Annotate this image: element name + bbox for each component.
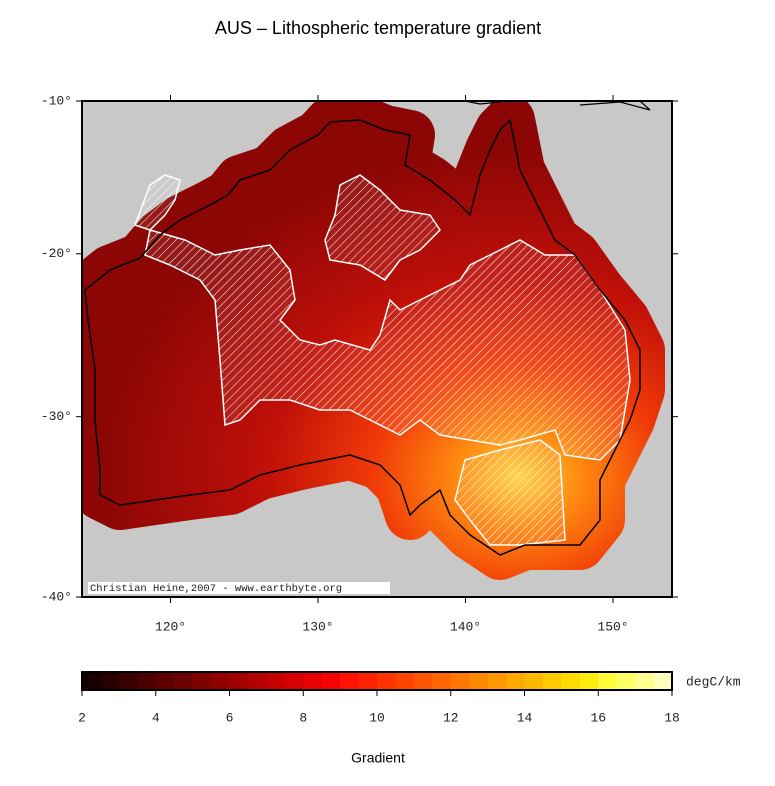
colorbar-swatch bbox=[266, 672, 286, 690]
lon-tick-label: 140° bbox=[450, 619, 481, 634]
credit: Christian Heine,2007 - www.earthbyte.org bbox=[90, 583, 342, 595]
colorbar-swatch bbox=[653, 672, 673, 690]
colorbar-tick-label: 4 bbox=[152, 710, 160, 725]
colorbar-swatch bbox=[616, 672, 636, 690]
map-title: AUS – Lithospheric temperature gradient bbox=[215, 18, 541, 38]
colorbar-swatch bbox=[506, 672, 525, 690]
craton-hatch bbox=[324, 174, 441, 281]
colorbar-tick-label: 18 bbox=[664, 710, 680, 725]
colorbar-swatch bbox=[174, 672, 194, 690]
craton-hatch bbox=[144, 229, 631, 461]
lon-tick-label: 130° bbox=[302, 619, 333, 634]
colorbar-tick-label: 8 bbox=[299, 710, 307, 725]
colorbar-swatch bbox=[100, 672, 120, 690]
colorbar-tick-label: 6 bbox=[226, 710, 234, 725]
colorbar-unit: degC/km bbox=[686, 674, 741, 689]
colorbar-label: Gradient bbox=[351, 750, 405, 766]
colorbar-swatch bbox=[303, 672, 323, 690]
credit-box bbox=[88, 582, 390, 594]
colorbar-swatch bbox=[395, 672, 415, 690]
colorbar-swatch bbox=[321, 672, 341, 690]
colorbar-swatch bbox=[635, 672, 655, 690]
colorbar-swatch bbox=[542, 672, 562, 690]
colorbar-swatch bbox=[192, 672, 212, 690]
lat-tick-label: -40° bbox=[41, 589, 72, 604]
map-area: Christian Heine,2007 - www.earthbyte.org bbox=[82, 101, 672, 597]
colorbar-swatch bbox=[598, 672, 618, 690]
colorbar-swatch bbox=[229, 672, 249, 690]
colorbar-swatch bbox=[155, 672, 175, 690]
colorbar-swatch bbox=[413, 672, 433, 690]
colorbar-tick-label: 10 bbox=[369, 710, 385, 725]
craton-hatch bbox=[134, 174, 181, 231]
colorbar-swatch bbox=[579, 672, 599, 690]
lat-tick-label: -20° bbox=[41, 246, 72, 261]
colorbar-swatch bbox=[340, 672, 360, 690]
colorbar-swatch bbox=[118, 672, 138, 690]
colorbar-tick-label: 2 bbox=[78, 710, 86, 725]
colorbar-swatch bbox=[469, 672, 489, 690]
colorbar-swatch bbox=[358, 672, 378, 690]
colorbar-swatch bbox=[137, 672, 157, 690]
map-frame bbox=[81, 100, 673, 598]
lon-tick-label: 120° bbox=[155, 619, 186, 634]
colorbar-swatch bbox=[82, 672, 101, 690]
colorbar-tick-label: 16 bbox=[590, 710, 606, 725]
lon-tick-label: 150° bbox=[597, 619, 628, 634]
colorbar-swatch bbox=[211, 672, 230, 690]
colorbar-swatch bbox=[561, 672, 581, 690]
colorbar: 2 4 6 8 10 12 14 16 18 bbox=[78, 671, 680, 725]
colorbar-tick-label: 12 bbox=[443, 710, 459, 725]
colorbar-swatch bbox=[247, 672, 267, 690]
lat-tick-label: -10° bbox=[41, 93, 72, 108]
colorbar-swatch bbox=[284, 672, 304, 690]
colorbar-swatch bbox=[450, 672, 470, 690]
colorbar-swatch bbox=[487, 672, 507, 690]
colorbar-swatch bbox=[377, 672, 396, 690]
colorbar-swatch bbox=[524, 672, 544, 690]
coastline bbox=[84, 119, 641, 556]
craton-hatch bbox=[454, 439, 566, 546]
lat-tick-label: -30° bbox=[41, 409, 72, 424]
colorbar-tick-label: 14 bbox=[517, 710, 533, 725]
colorbar-swatch bbox=[432, 672, 452, 690]
